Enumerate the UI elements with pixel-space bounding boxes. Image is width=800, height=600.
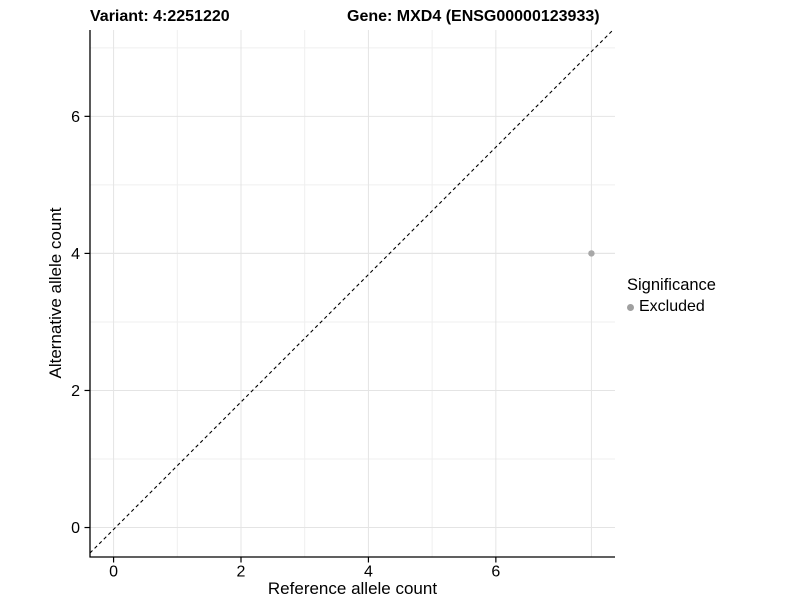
x-tick-label: 6	[491, 564, 500, 581]
x-axis-title: Reference allele count	[267, 579, 438, 598]
x-tick-label: 4	[364, 564, 373, 581]
y-tick-label: 2	[71, 383, 80, 400]
data-point	[588, 250, 595, 257]
legend-point-icon	[627, 303, 634, 311]
x-tick-label: 0	[109, 564, 118, 581]
legend-entry-label: Excluded	[639, 298, 705, 315]
gene-title: Gene: MXD4 (ENSG00000123933)	[347, 8, 600, 25]
y-tick-label: 0	[71, 520, 80, 537]
identity-line	[89, 29, 614, 554]
y-tick-label: 6	[71, 109, 80, 126]
legend: Significance Excluded	[627, 276, 716, 316]
variant-title: Variant: 4:2251220	[90, 8, 230, 25]
legend-entry-excluded: Excluded	[627, 298, 716, 316]
y-axis-title: Alternative allele count	[46, 207, 65, 379]
x-tick-label: 2	[237, 564, 246, 581]
y-tick-label: 4	[71, 246, 80, 263]
legend-title: Significance	[627, 276, 716, 294]
